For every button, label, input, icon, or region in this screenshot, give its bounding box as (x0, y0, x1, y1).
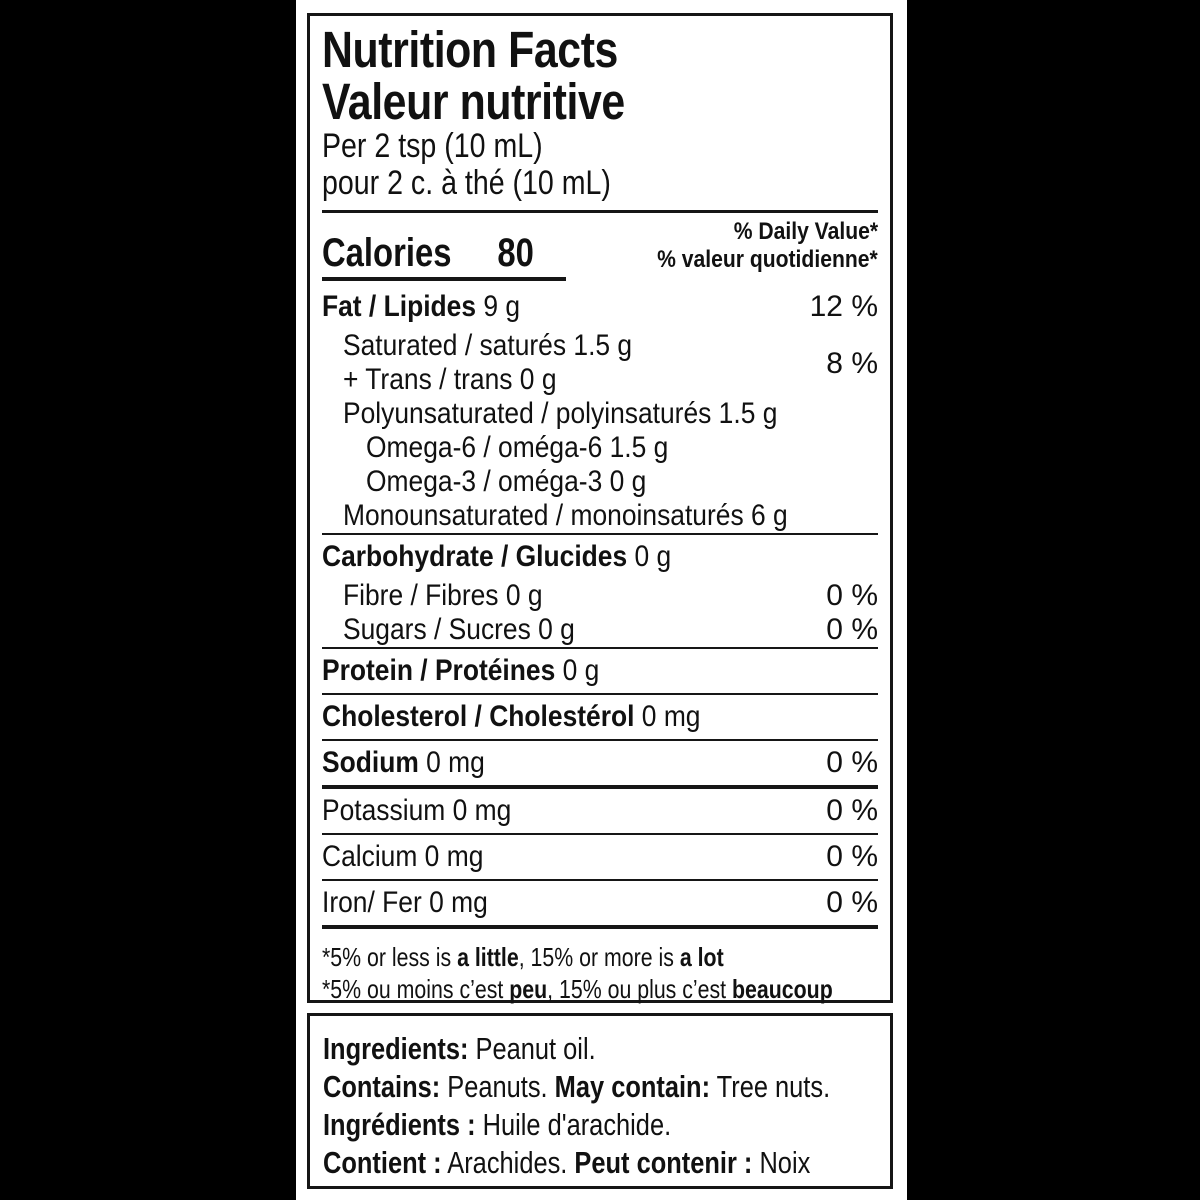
nutrient-name: + Trans / trans 0 g (343, 363, 557, 396)
nutrient-row: Omega-3 / oméga-3 0 g (322, 465, 878, 499)
nutrient-name: Fat / Lipides 9 g (322, 290, 521, 323)
nutrient-row: Carbohydrate / Glucides 0 g (322, 535, 878, 579)
daily-value-percent: 8 % (826, 347, 878, 380)
calories-label: Calories (322, 231, 452, 275)
nutrient-name: Omega-3 / oméga-3 0 g (366, 465, 647, 498)
ingredients-line: Ingrédients : Huile d'arachide. (323, 1107, 672, 1142)
nutrient-row: Omega-6 / oméga-6 1.5 g (322, 431, 878, 465)
nutrient-name: Polyunsaturated / polyinsaturés 1.5 g (343, 397, 778, 430)
section-divider-thin (322, 739, 878, 741)
nutrient-row: + Trans / trans 0 g (322, 363, 878, 397)
calories-group-text: Calories 80 (322, 230, 534, 276)
footnote-line: *5% or less is a little, 15% or more is … (322, 942, 724, 972)
nutrient-name: Protein / Protéines 0 g (322, 654, 600, 687)
nutrient-name: Iron/ Fer 0 mg (322, 886, 488, 919)
nutrient-row: Protein / Protéines 0 g (322, 649, 878, 693)
daily-value-percent: 0 % (826, 794, 878, 827)
label-backdrop: Nutrition Facts Valeur nutritive Per 2 t… (296, 0, 907, 1200)
calories-group: Calories 80 (322, 230, 580, 276)
title-english: Nutrition Facts (322, 24, 878, 76)
title-french: Valeur nutritive (322, 76, 878, 128)
daily-value-percent: 0 % (826, 746, 878, 779)
nutrient-row: Cholesterol / Cholestérol 0 mg (322, 695, 878, 739)
nutrition-facts-panel: Nutrition Facts Valeur nutritive Per 2 t… (307, 13, 893, 1005)
daily-value-percent: 12 % (809, 290, 878, 323)
title-french-text: Valeur nutritive (322, 73, 625, 130)
serving-size-french-text: pour 2 c. à thé (10 mL) (322, 164, 611, 202)
nutrient-name: Monounsaturated / monoinsaturés 6 g (343, 499, 788, 532)
daily-value-percent: 0 % (826, 613, 878, 646)
nutrient-rows: Fat / Lipides 9 g 12 % Saturated / saturés… (322, 285, 878, 929)
nutrient-row: Monounsaturated / monoinsaturés 6 g (322, 499, 878, 533)
daily-value-percent: 0 % (826, 840, 878, 873)
nutrient-name: Omega-6 / oméga-6 1.5 g (366, 431, 669, 464)
title-english-text: Nutrition Facts (322, 21, 618, 78)
daily-value-percent: 0 % (826, 579, 878, 612)
serving-divider (322, 210, 878, 213)
nutrient-name: Carbohydrate / Glucides 0 g (322, 540, 672, 573)
daily-value-french: % valeur quotidienne* (657, 246, 878, 273)
nutrient-name: Sodium 0 mg (322, 746, 485, 779)
daily-value-heading: % Daily Value* % valeur quotidienne* (627, 218, 878, 276)
nutrient-row: Polyunsaturated / polyinsaturés 1.5 g (322, 397, 878, 431)
nutrient-row: Sugars / Sucres 0 g 0 % (322, 613, 878, 647)
section-divider-thin (322, 647, 878, 649)
section-divider-thin (322, 879, 878, 881)
nutrient-name: Fibre / Fibres 0 g (343, 579, 543, 612)
nutrient-row: Potassium 0 mg 0 % (322, 789, 878, 833)
calories-value: 80 (497, 231, 534, 275)
calories-row: Calories 80 % Daily Value* % valeur quoti… (322, 213, 878, 276)
nutrient-row: Fat / Lipides 9 g 12 % (322, 285, 878, 329)
section-divider-thin (322, 693, 878, 695)
nutrient-name: Saturated / saturés 1.5 g (343, 329, 633, 362)
section-divider-thick (322, 785, 878, 789)
daily-value-percent: 0 % (826, 886, 878, 919)
ingredients-panel: Ingredients: Peanut oil. Contains: Peanut… (307, 1013, 893, 1189)
nutrient-row: Sodium 0 mg 0 % (322, 741, 878, 785)
serving-size-french: pour 2 c. à thé (10 mL) (322, 165, 878, 202)
nutrient-name: Sugars / Sucres 0 g (343, 613, 575, 646)
serving-size-english: Per 2 tsp (10 mL) (322, 128, 878, 165)
nutrient-row: Calcium 0 mg 0 % (322, 835, 878, 879)
nutrient-name: Cholesterol / Cholestérol 0 mg (322, 700, 701, 733)
daily-value-footnotes: *5% or less is a little, 15% or more is … (322, 941, 878, 1005)
section-divider-thick (322, 925, 878, 929)
ingredients-line: Contient : Arachides. Peut contenir : No… (323, 1145, 811, 1180)
section-divider-thin (322, 533, 878, 535)
ingredients-line: Ingredients: Peanut oil. (323, 1031, 596, 1066)
nutrient-row: Saturated / saturés 1.5 g 8 % (322, 329, 878, 380)
nutrient-row: Iron/ Fer 0 mg 0 % (322, 881, 878, 925)
nutrient-row: Fibre / Fibres 0 g 0 % (322, 579, 878, 613)
daily-value-english: % Daily Value* (733, 218, 878, 245)
section-divider-thin (322, 833, 878, 835)
calories-underline (322, 277, 566, 281)
nutrient-name: Calcium 0 mg (322, 840, 484, 873)
serving-size-english-text: Per 2 tsp (10 mL) (322, 127, 543, 165)
nutrient-name: Potassium 0 mg (322, 794, 512, 827)
footnote-line: *5% ou moins c’est peu, 15% ou plus c’es… (322, 974, 833, 1004)
ingredients-lines: Ingredients: Peanut oil. Contains: Peanut… (323, 1030, 877, 1182)
ingredients-line: Contains: Peanuts. May contain: Tree nut… (323, 1069, 831, 1104)
